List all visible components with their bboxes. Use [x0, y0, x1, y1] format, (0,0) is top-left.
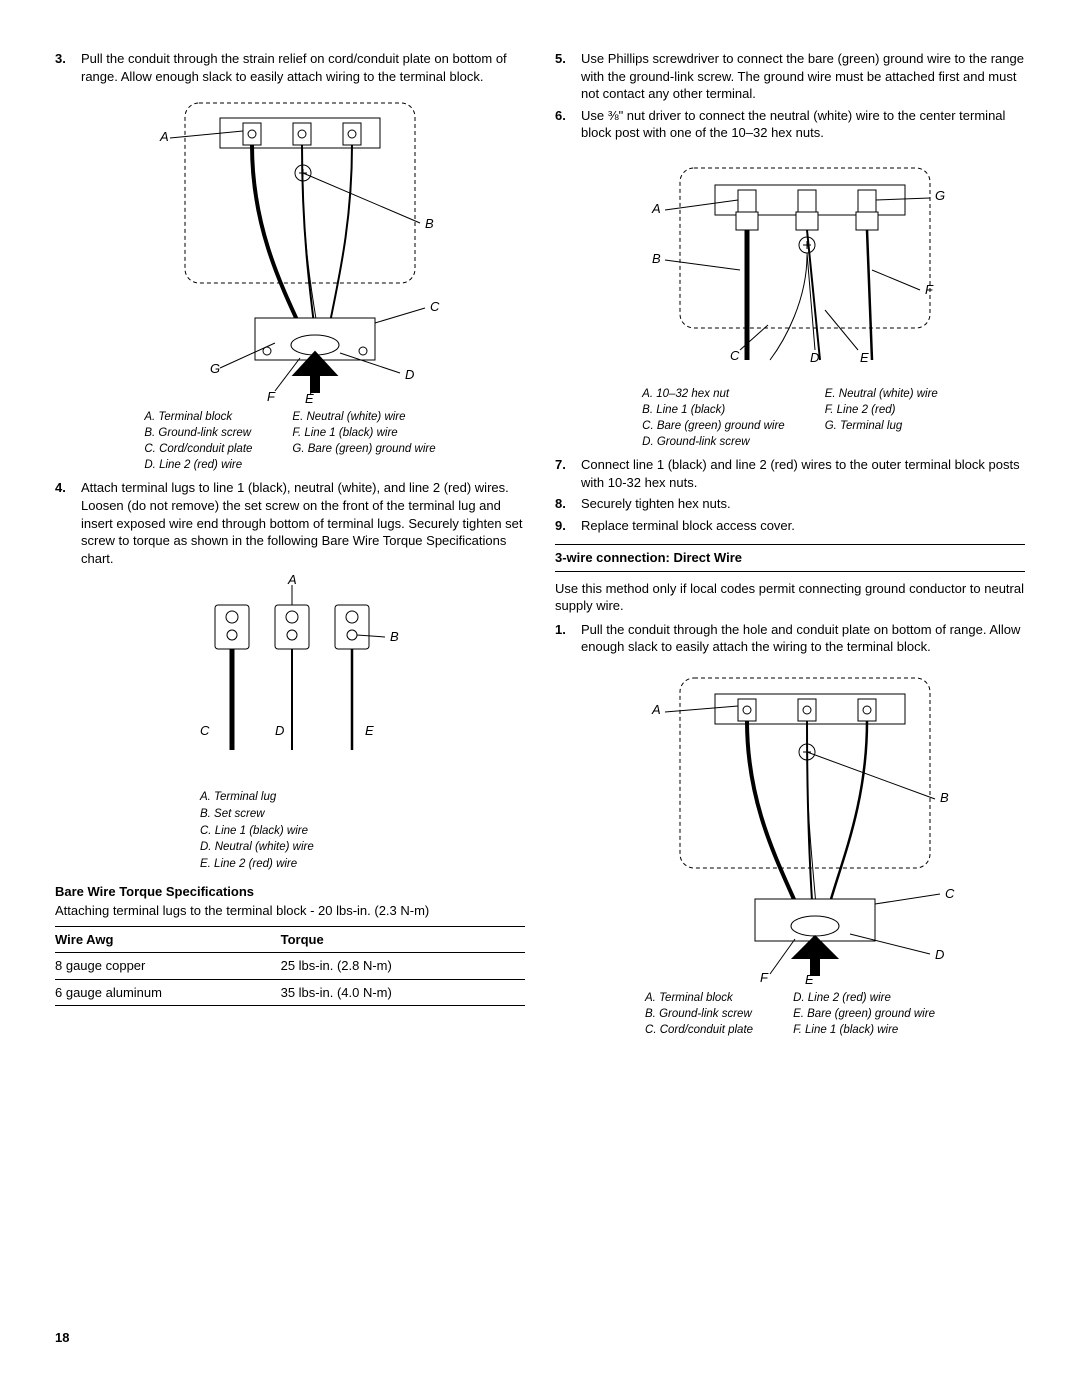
legend-item: C. Line 1 (black) wire — [200, 823, 380, 840]
legend-item: F. Line 1 (black) wire — [793, 1022, 935, 1038]
fig2-label-a: A — [287, 575, 297, 587]
fig3-label-a: A — [651, 201, 661, 216]
fig3-label-b: B — [652, 251, 661, 266]
legend-item: C. Cord/conduit plate — [645, 1022, 753, 1038]
step-7: 7. Connect line 1 (black) and line 2 (re… — [555, 456, 1025, 491]
step-3: 3. Pull the conduit through the strain r… — [55, 50, 525, 85]
figure-3: A B C D E F G A. 10–32 hex nut B. Line 1… — [555, 150, 1025, 450]
legend-item: A. 10–32 hex nut — [642, 386, 785, 402]
fig1-label-a: A — [159, 129, 169, 144]
legend-item: B. Set screw — [200, 806, 380, 823]
step-number: 5. — [555, 50, 581, 103]
fig2-label-d: D — [275, 723, 284, 738]
torque-table: Wire Awg Torque 8 gauge copper 25 lbs-in… — [55, 926, 525, 1007]
page-number: 18 — [55, 1329, 69, 1347]
step-text: Use ⅜" nut driver to connect the neutral… — [581, 107, 1025, 142]
legend-item: D. Line 2 (red) wire — [793, 990, 935, 1006]
fig1-label-e: E — [305, 391, 314, 403]
fig1-label-f: F — [267, 389, 276, 403]
cell: 35 lbs-in. (4.0 N-m) — [281, 979, 525, 1006]
fig2-label-c: C — [200, 723, 210, 738]
legend-item: E. Neutral (white) wire — [292, 409, 435, 425]
legend-item: G. Terminal lug — [825, 418, 938, 434]
fig3-label-f: F — [925, 282, 934, 297]
legend-item: A. Terminal block — [645, 990, 753, 1006]
legend-item: A. Terminal lug — [200, 789, 380, 806]
legend-item: B. Ground-link screw — [144, 425, 252, 441]
step-text: Replace terminal block access cover. — [581, 517, 1025, 535]
legend-item: C. Cord/conduit plate — [144, 441, 252, 457]
legend-item: E. Neutral (white) wire — [825, 386, 938, 402]
fig2-label-e: E — [365, 723, 374, 738]
legend-item: C. Bare (green) ground wire — [642, 418, 785, 434]
legend-item: B. Ground-link screw — [645, 1006, 753, 1022]
fig1-label-c: C — [430, 299, 440, 314]
legend-item: B. Line 1 (black) — [642, 402, 785, 418]
fig4-label-f: F — [760, 970, 769, 984]
step-9: 9. Replace terminal block access cover. — [555, 517, 1025, 535]
fig1-label-g: G — [210, 361, 220, 376]
th-wire: Wire Awg — [55, 926, 281, 953]
th-torque: Torque — [281, 926, 525, 953]
fig4-label-c: C — [945, 886, 955, 901]
step-number: 6. — [555, 107, 581, 142]
step-text: Use Phillips screwdriver to connect the … — [581, 50, 1025, 103]
fig3-label-c: C — [730, 348, 740, 363]
section-3wire-direct: 3-wire connection: Direct Wire — [555, 544, 1025, 572]
fig3-label-d: D — [810, 350, 819, 365]
section-intro: Use this method only if local codes perm… — [555, 580, 1025, 615]
table-row: 8 gauge copper 25 lbs-in. (2.8 N-m) — [55, 953, 525, 980]
figure-2-legend: A. Terminal lug B. Set screw C. Line 1 (… — [200, 789, 380, 872]
figure-4-legend: A. Terminal block B. Ground-link screw C… — [555, 990, 1025, 1038]
figure-2: A B C D E A. Terminal lug B. Set screw C… — [55, 575, 525, 872]
figure-4: A B C D E F A. Terminal block B. Ground-… — [555, 664, 1025, 1038]
legend-item: D. Line 2 (red) wire — [144, 457, 252, 473]
step-8: 8. Securely tighten hex nuts. — [555, 495, 1025, 513]
step-6: 6. Use ⅜" nut driver to connect the neut… — [555, 107, 1025, 142]
table-row: 6 gauge aluminum 35 lbs-in. (4.0 N-m) — [55, 979, 525, 1006]
figure-1-legend: A. Terminal block B. Ground-link screw C… — [55, 409, 525, 473]
fig4-label-a: A — [651, 702, 661, 717]
legend-item: A. Terminal block — [144, 409, 252, 425]
legend-item: D. Neutral (white) wire — [200, 839, 380, 856]
legend-item: G. Bare (green) ground wire — [292, 441, 435, 457]
cell: 6 gauge aluminum — [55, 979, 281, 1006]
step-text: Pull the conduit through the strain reli… — [81, 50, 525, 85]
step-text: Connect line 1 (black) and line 2 (red) … — [581, 456, 1025, 491]
step-4: 4. Attach terminal lugs to line 1 (black… — [55, 479, 525, 567]
legend-item: E. Line 2 (red) wire — [200, 856, 380, 873]
legend-item: E. Bare (green) ground wire — [793, 1006, 935, 1022]
step-number: 3. — [55, 50, 81, 85]
step-text: Attach terminal lugs to line 1 (black), … — [81, 479, 525, 567]
legend-item: D. Ground-link screw — [642, 434, 785, 450]
step-text: Pull the conduit through the hole and co… — [581, 621, 1025, 656]
step-text: Securely tighten hex nuts. — [581, 495, 1025, 513]
step-number: 4. — [55, 479, 81, 567]
legend-item: F. Line 1 (black) wire — [292, 425, 435, 441]
fig3-label-g: G — [935, 188, 945, 203]
step-1b: 1. Pull the conduit through the hole and… — [555, 621, 1025, 656]
figure-1: A B C D E F G A. Terminal block B. Groun… — [55, 93, 525, 473]
fig1-label-d: D — [405, 367, 414, 382]
torque-subtitle: Attaching terminal lugs to the terminal … — [55, 902, 525, 920]
cell: 8 gauge copper — [55, 953, 281, 980]
step-number: 1. — [555, 621, 581, 656]
fig3-label-e: E — [860, 350, 869, 365]
figure-3-legend: A. 10–32 hex nut B. Line 1 (black) C. Ba… — [555, 386, 1025, 450]
step-number: 8. — [555, 495, 581, 513]
torque-heading: Bare Wire Torque Specifications — [55, 883, 525, 901]
step-5: 5. Use Phillips screwdriver to connect t… — [555, 50, 1025, 103]
fig4-label-d: D — [935, 947, 944, 962]
step-number: 9. — [555, 517, 581, 535]
cell: 25 lbs-in. (2.8 N-m) — [281, 953, 525, 980]
fig1-label-b: B — [425, 216, 434, 231]
legend-item: F. Line 2 (red) — [825, 402, 938, 418]
fig4-label-b: B — [940, 790, 949, 805]
step-number: 7. — [555, 456, 581, 491]
fig4-label-e: E — [805, 972, 814, 984]
fig2-label-b: B — [390, 629, 399, 644]
